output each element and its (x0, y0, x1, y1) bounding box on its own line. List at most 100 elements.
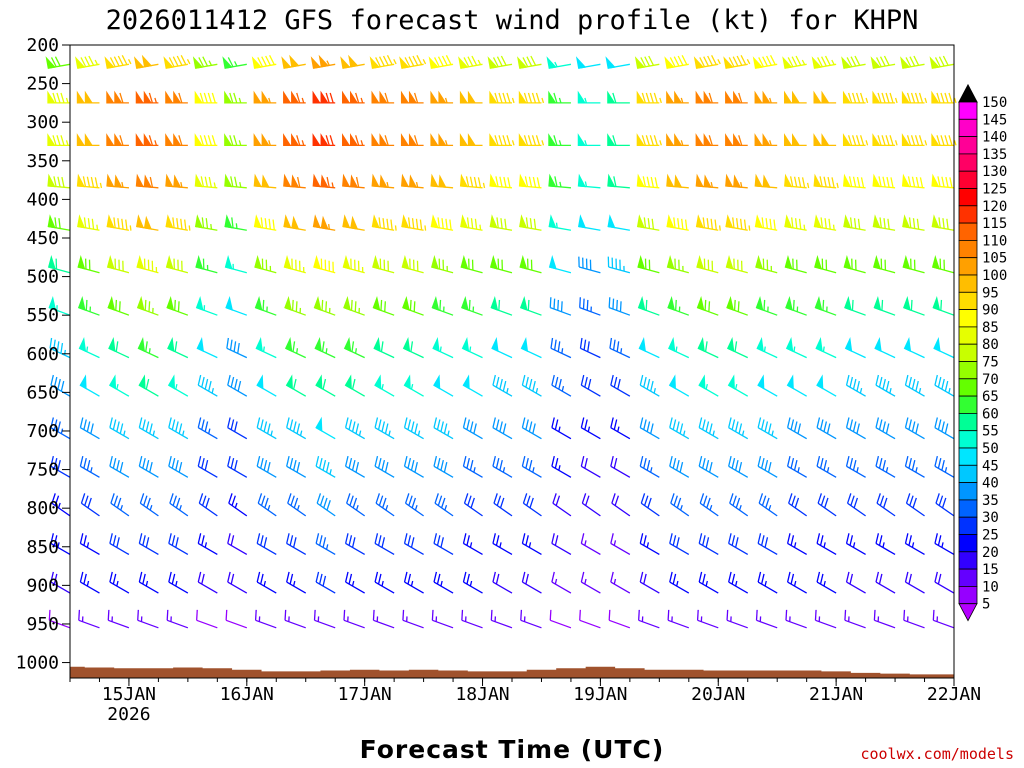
barb-flag (553, 135, 558, 146)
barb-flag (798, 218, 802, 230)
barb-half-flag (620, 348, 623, 354)
barb-staff (905, 542, 925, 556)
barb-staff (197, 542, 218, 556)
barb-flag (502, 380, 507, 392)
barb-staff (492, 384, 513, 397)
barb-flag (553, 92, 558, 104)
barb-flag (466, 419, 470, 430)
barb-staff (226, 347, 248, 359)
colorbar-swatch (958, 101, 978, 120)
credit-link[interactable]: coolwx.com/models (860, 745, 1014, 763)
barb-staff (757, 542, 778, 556)
wind-barb (399, 55, 427, 69)
barb-staff (816, 542, 837, 556)
barb-flag (413, 301, 416, 312)
wind-barb (664, 55, 689, 69)
barb-flag (107, 609, 110, 621)
wind-barb (903, 609, 925, 629)
barb-flag (381, 537, 386, 548)
barb-half-flag (682, 430, 686, 436)
barb-flag (384, 461, 389, 473)
barb-flag (257, 57, 264, 68)
barb-pennant (459, 90, 469, 104)
wind-barb (77, 295, 100, 316)
barb-flag (115, 299, 118, 311)
barb-flag (824, 218, 827, 229)
barb-flag (875, 417, 880, 428)
barb-staff (256, 581, 277, 594)
barb-staff (934, 427, 955, 440)
barb-flag (143, 495, 148, 506)
barb-half-flag (57, 502, 61, 509)
barb-flag (355, 92, 360, 104)
barb-flag (793, 421, 798, 432)
barb-flag (528, 176, 533, 188)
barb-pennant (870, 56, 881, 69)
barb-flag (201, 376, 205, 388)
barb-flag (786, 417, 791, 428)
barb-flag (650, 176, 654, 188)
barb-pennant (289, 54, 300, 68)
barb-flag (171, 457, 176, 469)
wind-barb (784, 90, 807, 104)
barb-flag (670, 493, 675, 504)
barb-flag (787, 57, 794, 68)
wind-barb (905, 493, 925, 517)
barb-half-flag (444, 140, 448, 146)
barb-staff (728, 581, 749, 594)
barb-flag (142, 419, 146, 430)
barb-flag (527, 92, 533, 104)
wind-barb (875, 455, 896, 478)
barb-flag (411, 218, 415, 229)
wind-barb (725, 255, 748, 274)
wind-barb (695, 90, 719, 104)
barb-flag (201, 457, 205, 469)
y-tick-label: 900 (26, 575, 59, 596)
barb-staff (934, 542, 955, 556)
barb-flag (728, 57, 735, 68)
barb-staff (168, 542, 189, 556)
barb-pennant (489, 173, 498, 188)
wind-barb (815, 336, 837, 359)
barb-flag (650, 423, 654, 434)
barb-half-flag (613, 578, 617, 585)
barb-flag (433, 571, 438, 583)
wind-barb (757, 571, 778, 594)
wind-barb (666, 90, 689, 104)
barb-pennant (459, 133, 469, 147)
barb-half-flag (296, 348, 299, 354)
barb-half-flag (145, 580, 149, 587)
barb-pennant (872, 214, 881, 229)
wind-barb (814, 609, 837, 629)
barb-flag (109, 417, 113, 428)
barb-flag (78, 609, 81, 621)
wind-barb (667, 336, 690, 359)
barb-flag (113, 56, 120, 67)
barb-flag (937, 376, 942, 388)
barb-flag (315, 571, 320, 583)
wind-barb (844, 336, 866, 359)
barb-pennant (757, 374, 765, 390)
barb-flag (708, 135, 713, 146)
wind-barb (47, 173, 71, 189)
barb-pennant (224, 255, 233, 270)
barb-flag (912, 218, 916, 229)
barb-flag (414, 423, 418, 434)
wind-barb (50, 417, 71, 440)
wind-barb (374, 417, 395, 440)
barb-pennant (792, 90, 801, 104)
barb-flag (60, 92, 65, 104)
barb-pennant (784, 255, 793, 270)
barb-half-flag (234, 61, 238, 67)
barb-flag (765, 497, 770, 509)
wind-barb (462, 533, 483, 556)
barb-flag (702, 419, 706, 430)
wind-barb (197, 533, 218, 556)
barb-flag (404, 493, 410, 504)
wind-barb (931, 214, 955, 231)
barb-flag (612, 135, 617, 146)
barb-staff (286, 465, 307, 478)
barb-half-flag (764, 580, 767, 587)
wind-barb (344, 374, 365, 397)
barb-half-flag (331, 182, 334, 188)
